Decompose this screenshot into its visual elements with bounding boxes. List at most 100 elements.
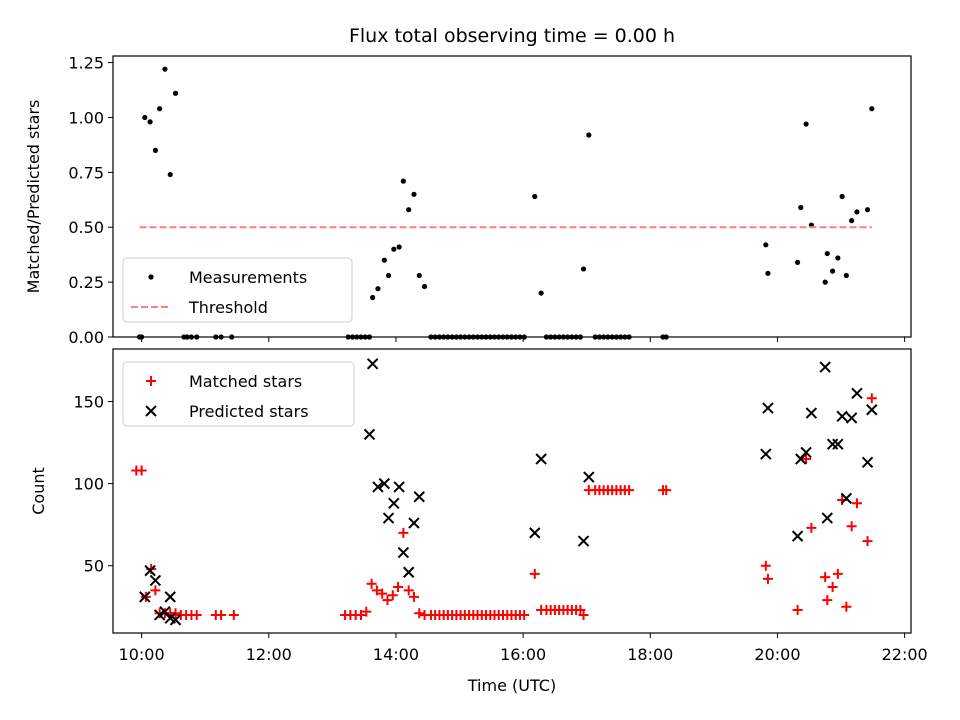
predicted-star-point [845, 412, 858, 424]
predicted-star-point [402, 566, 415, 578]
matched-star-point [382, 595, 393, 606]
measurement-point [864, 207, 871, 213]
matched-star-point [806, 522, 817, 533]
predicted-star-point [866, 404, 878, 416]
measurement-point [765, 270, 771, 276]
matched-star-point [624, 485, 635, 496]
y-tick-label: 0.75 [68, 163, 104, 182]
series-matched-stars [131, 393, 877, 620]
y-axis-label: Count [29, 467, 48, 515]
measurement-point [822, 279, 828, 285]
predicted-star-point [832, 438, 844, 450]
matched-star-point [361, 606, 372, 617]
predicted-star-point [378, 477, 391, 490]
legend-box [122, 257, 353, 323]
measurement-point [167, 171, 173, 178]
measurement-point [421, 283, 428, 290]
measurement-point [391, 246, 397, 252]
measurement-point [849, 218, 855, 224]
measurement-point [172, 90, 179, 96]
x-tick-label: 20:00 [754, 645, 800, 664]
predicted-star-point [851, 387, 863, 400]
predicted-star-point [826, 438, 839, 450]
predicted-star-point [153, 609, 166, 621]
predicted-star-point [382, 512, 395, 524]
matched-star-point [377, 588, 388, 599]
x-tick-label: 10:00 [119, 645, 165, 664]
x-tick-label: 18:00 [627, 645, 673, 664]
y-axis-label: Matched/Predicted stars [24, 100, 43, 294]
measurement-point [835, 255, 841, 261]
measurement-point [370, 294, 376, 301]
predicted-star-point [819, 361, 831, 373]
y-tick-label: 150 [73, 393, 104, 412]
matched-star-point [393, 582, 404, 593]
measurement-point [586, 132, 592, 138]
measurement-point [829, 268, 836, 274]
measurement-point [580, 266, 587, 272]
predicted-star-point [840, 492, 853, 505]
predicted-star-point [821, 512, 833, 524]
matched-star-point [862, 536, 873, 547]
measurement-point [839, 193, 845, 200]
matched-star-point [366, 578, 377, 589]
axes-frame [112, 55, 912, 338]
matched-star-point [846, 521, 857, 532]
predicted-star-point [836, 410, 848, 423]
x-tick-label: 12:00 [246, 645, 292, 664]
predicted-star-point [149, 574, 162, 587]
x-tick-label: 16:00 [500, 645, 546, 664]
predicted-star-point [366, 358, 379, 370]
legend-label: Matched stars [189, 372, 302, 391]
matched-star-point [578, 609, 589, 620]
measurement-point [162, 66, 168, 72]
panel-2: 50 100 150 10:00 12:00 14:00 16:00 18:00 20:00 22… [29, 348, 928, 664]
matched-star-point [191, 609, 202, 620]
predicted-star-point [800, 446, 812, 459]
legend-label: Measurements [189, 268, 307, 287]
matched-star-point [841, 601, 852, 612]
predicted-star-point [760, 448, 772, 460]
predicted-star-point [388, 497, 400, 510]
measurement-point [411, 191, 417, 197]
y-tick-label: 0.50 [68, 218, 104, 237]
matched-star-point [762, 573, 773, 584]
y-tick-label: 1.00 [68, 108, 104, 127]
legend-box [122, 361, 355, 427]
y-tick-label: 1.25 [68, 54, 104, 73]
matched-star-point [398, 527, 409, 538]
measurement-point [795, 259, 801, 265]
matched-star-point [519, 609, 530, 620]
panel-1: 0.00 0.25 0.50 0.75 1.00 1.25 Matched/Predicte… [24, 54, 912, 347]
legend-marker-x [145, 405, 157, 417]
predicted-star-point [139, 591, 151, 603]
matched-star-point [820, 572, 831, 583]
legend: Measurements Threshold [122, 257, 353, 323]
predicted-star-point [861, 456, 874, 468]
measurement-point [803, 121, 809, 127]
predicted-star-point [762, 402, 774, 414]
measurement-point [763, 242, 769, 248]
matched-star-point [851, 498, 862, 509]
measurement-point [375, 286, 381, 292]
measurement-point [400, 178, 406, 184]
y-tick-label: 0.00 [68, 328, 104, 347]
chart-title: Flux total observing time = 0.00 h [349, 25, 675, 47]
matched-star-point [866, 393, 877, 404]
legend-label: Threshold [188, 298, 268, 317]
predicted-star-point [583, 471, 595, 483]
predicted-star-point [393, 481, 405, 493]
matched-star-point [832, 568, 843, 579]
matched-star-point [170, 608, 181, 619]
predicted-star-point [577, 535, 590, 547]
measurement-point [869, 106, 875, 112]
matched-star-point [529, 568, 540, 579]
x-tick-label: 14:00 [373, 645, 419, 664]
predicted-star-point [535, 453, 547, 465]
legend-label: Predicted stars [189, 402, 309, 421]
measurement-point [538, 290, 544, 296]
y-tick-label: 50 [84, 557, 104, 576]
matched-star-point [792, 605, 803, 616]
measurement-point [381, 257, 387, 263]
